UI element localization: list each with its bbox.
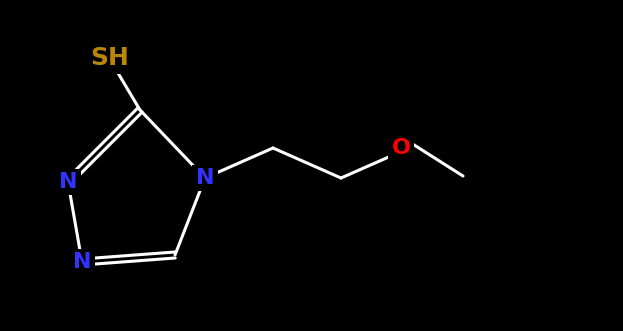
Text: N: N xyxy=(196,168,214,188)
Text: N: N xyxy=(73,252,91,272)
Text: SH: SH xyxy=(90,46,130,70)
Text: O: O xyxy=(391,138,411,158)
Text: N: N xyxy=(59,172,77,192)
